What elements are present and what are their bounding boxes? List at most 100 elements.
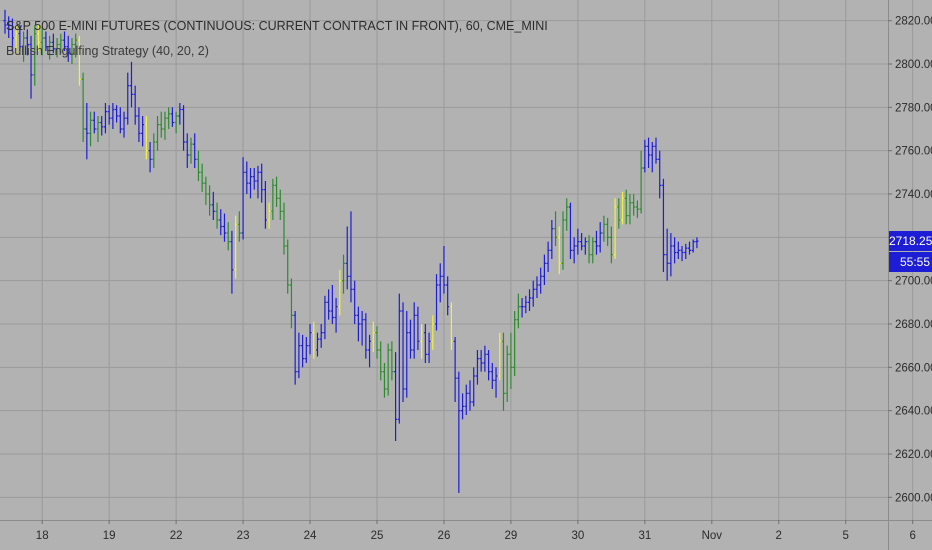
ohlc-bar: [345, 226, 349, 290]
ohlc-bar: [286, 239, 290, 294]
ohlc-bar: [520, 298, 524, 318]
ohlc-bar: [427, 332, 431, 363]
ohlc-bar: [449, 302, 453, 350]
ohlc-bar: [215, 202, 219, 229]
ohlc-bar: [211, 191, 215, 220]
ohlc-bar: [174, 111, 178, 134]
ohlc-bar: [267, 202, 271, 229]
ohlc-bar: [159, 111, 163, 138]
ohlc-bar: [580, 233, 584, 251]
ohlc-bar: [412, 302, 416, 359]
ohlc-bar: [170, 107, 174, 127]
ohlc-bar: [260, 163, 264, 203]
ohlc-bar: [673, 237, 677, 264]
ohlc-bar: [25, 29, 29, 56]
ohlc-bar: [85, 103, 89, 160]
ohlc-bar: [375, 326, 379, 359]
ohlc-bar: [10, 18, 15, 51]
ohlc-bar: [70, 38, 74, 64]
ohlc-bar: [141, 116, 145, 147]
ohlc-bar: [334, 298, 338, 333]
ohlc-bar: [148, 142, 152, 173]
ohlc-bar: [282, 202, 286, 255]
ohlc-bar: [434, 274, 439, 331]
ohlc-bar: [341, 254, 346, 294]
ohlc-bar: [81, 72, 85, 142]
ohlc-bar: [609, 226, 613, 264]
ohlc-bar: [193, 133, 197, 168]
ohlc-bar: [643, 139, 647, 173]
ohlc-bar: [561, 211, 565, 270]
indicator-label[interactable]: Bullish Engulfing Strategy (40, 20, 2): [6, 44, 209, 58]
ohlc-bar: [88, 111, 93, 147]
ohlc-bar: [196, 150, 201, 181]
ohlc-bar: [208, 185, 212, 216]
ohlc-bar: [620, 191, 625, 225]
ohlc-bar: [144, 116, 148, 160]
ohlc-bar: [297, 332, 301, 379]
ohlc-bar: [635, 200, 639, 218]
ohlc-bars: [3, 9, 699, 493]
ohlc-bar: [472, 367, 476, 407]
ohlc-bar: [684, 243, 688, 259]
ohlc-bar: [613, 198, 617, 259]
ohlc-bar: [22, 31, 26, 62]
time-axis[interactable]: 18 19 22 23 24 25 26 29 30 31 Nov 2 5 6: [36, 520, 916, 542]
ohlc-bar: [219, 209, 223, 236]
ohlc-bar: [152, 133, 156, 168]
ohlc-bar: [323, 295, 327, 340]
price-axis-label: 2780.00: [895, 102, 932, 114]
ohlc-bar: [382, 363, 387, 398]
price-axis-label: 2680.00: [895, 319, 932, 331]
time-axis-label: 24: [304, 530, 317, 542]
ohlc-bar: [96, 116, 100, 142]
price-axis-label: 2700.00: [895, 276, 932, 288]
time-axis-label: 2: [776, 530, 782, 542]
ohlc-bar: [624, 189, 628, 225]
ohlc-bar: [241, 157, 245, 240]
ohlc-bar: [516, 293, 520, 329]
ohlc-bar: [263, 181, 267, 229]
ohlc-bar: [178, 103, 182, 125]
bar-countdown-tag: 55:55: [889, 252, 932, 273]
ohlc-bar: [66, 35, 70, 62]
ohlc-bar: [639, 150, 643, 214]
ohlc-bar: [416, 306, 420, 350]
ohlc-bar: [658, 150, 662, 199]
last-price-tag: 2718.25: [889, 231, 932, 252]
ohlc-bar: [312, 321, 316, 359]
ohlc-bar: [77, 35, 81, 86]
ohlc-bar: [40, 27, 44, 56]
ohlc-bar: [475, 350, 480, 385]
time-axis-label: 5: [843, 530, 849, 542]
ohlc-bar: [319, 324, 323, 348]
ohlc-bar: [379, 341, 383, 381]
ohlc-bar: [550, 220, 554, 259]
ohlc-bar: [431, 315, 435, 350]
ohlc-bar: [460, 393, 465, 420]
ohlc-bar: [661, 178, 666, 272]
ohlc-bar: [546, 241, 550, 272]
ohlc-bar: [364, 313, 368, 359]
ohlc-bar: [553, 211, 558, 246]
ohlc-bar: [509, 332, 513, 389]
ohlc-bar: [7, 16, 11, 38]
ohlc-bar: [468, 380, 472, 411]
ohlc-bar: [501, 332, 506, 411]
price-axis-label: 2640.00: [895, 406, 932, 418]
ohlc-bar: [118, 107, 122, 134]
ohlc-bar: [394, 352, 398, 441]
ohlc-bar: [293, 311, 297, 385]
ohlc-bar: [453, 337, 457, 402]
time-axis-label: 31: [638, 530, 651, 542]
ohlc-bar: [222, 213, 227, 242]
ohlc-bar: [126, 72, 130, 125]
ohlc-bar: [650, 142, 654, 173]
ohlc-bar: [107, 105, 111, 125]
ohlc-bar: [498, 332, 502, 381]
ohlc-bar: [505, 345, 509, 402]
ohlc-bar: [237, 211, 241, 242]
ohlc-bar: [494, 367, 498, 398]
